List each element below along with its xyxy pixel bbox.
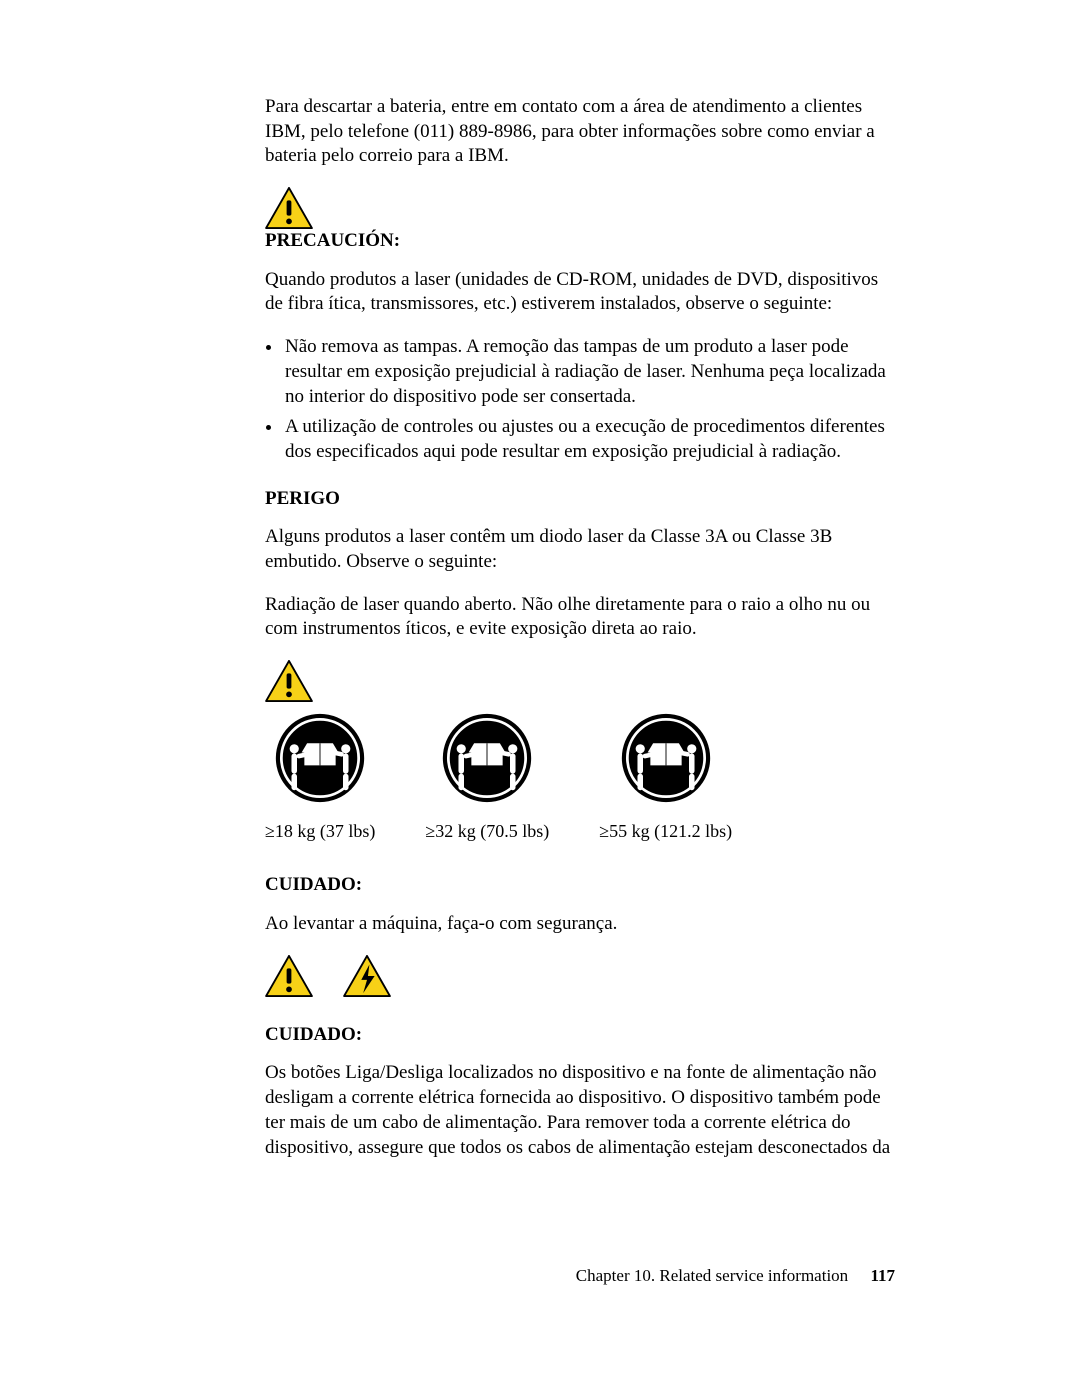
caution-icon <box>265 660 895 702</box>
bullet-item: Não remova as tampas. A remoção das tamp… <box>283 335 895 409</box>
lift-icon <box>620 712 712 804</box>
lift-icon <box>274 712 366 804</box>
lift-pictogram-col: ≥55 kg (121.2 lbs) <box>599 712 732 843</box>
lift-label: ≥18 kg (37 lbs) <box>265 820 375 843</box>
footer-page-number: 117 <box>870 1266 895 1285</box>
lift-icon <box>441 712 533 804</box>
cuidado1-heading: CUIDADO: <box>265 873 895 898</box>
precaucion-heading: PRECAUCIÓN: <box>265 229 895 254</box>
warning-icon-row <box>265 955 895 997</box>
perigo-paragraph-1: Alguns produtos a laser contêm um diodo … <box>265 525 895 574</box>
footer-chapter: Chapter 10. Related service information <box>576 1266 848 1285</box>
cuidado1-paragraph: Ao levantar a máquina, faça-o com segura… <box>265 912 895 937</box>
perigo-heading: PERIGO <box>265 487 895 512</box>
intro-paragraph: Para descartar a bateria, entre em conta… <box>265 95 895 169</box>
perigo-paragraph-2: Radiação de laser quando aberto. Não olh… <box>265 593 895 642</box>
cuidado2-heading: CUIDADO: <box>265 1023 895 1048</box>
precaucion-paragraph: Quando produtos a laser (unidades de CD-… <box>265 268 895 317</box>
lift-label: ≥32 kg (70.5 lbs) <box>425 820 549 843</box>
page-footer: Chapter 10. Related service information … <box>576 1265 895 1287</box>
caution-icon <box>265 187 895 229</box>
cuidado2-paragraph: Os botões Liga/Desliga localizados no di… <box>265 1061 895 1160</box>
lift-pictogram-col: ≥18 kg (37 lbs) <box>265 712 375 843</box>
electrical-hazard-icon <box>343 955 391 997</box>
precaucion-bullets: Não remova as tampas. A remoção das tamp… <box>265 335 895 464</box>
lift-label: ≥55 kg (121.2 lbs) <box>599 820 732 843</box>
lift-pictogram-row: ≥18 kg (37 lbs) ≥32 kg (70.5 lbs) ≥55 kg… <box>265 712 895 843</box>
lift-pictogram-col: ≥32 kg (70.5 lbs) <box>425 712 549 843</box>
bullet-item: A utilização de controles ou ajustes ou … <box>283 415 895 464</box>
caution-icon <box>265 955 313 997</box>
document-page: Para descartar a bateria, entre em conta… <box>0 0 1080 1397</box>
